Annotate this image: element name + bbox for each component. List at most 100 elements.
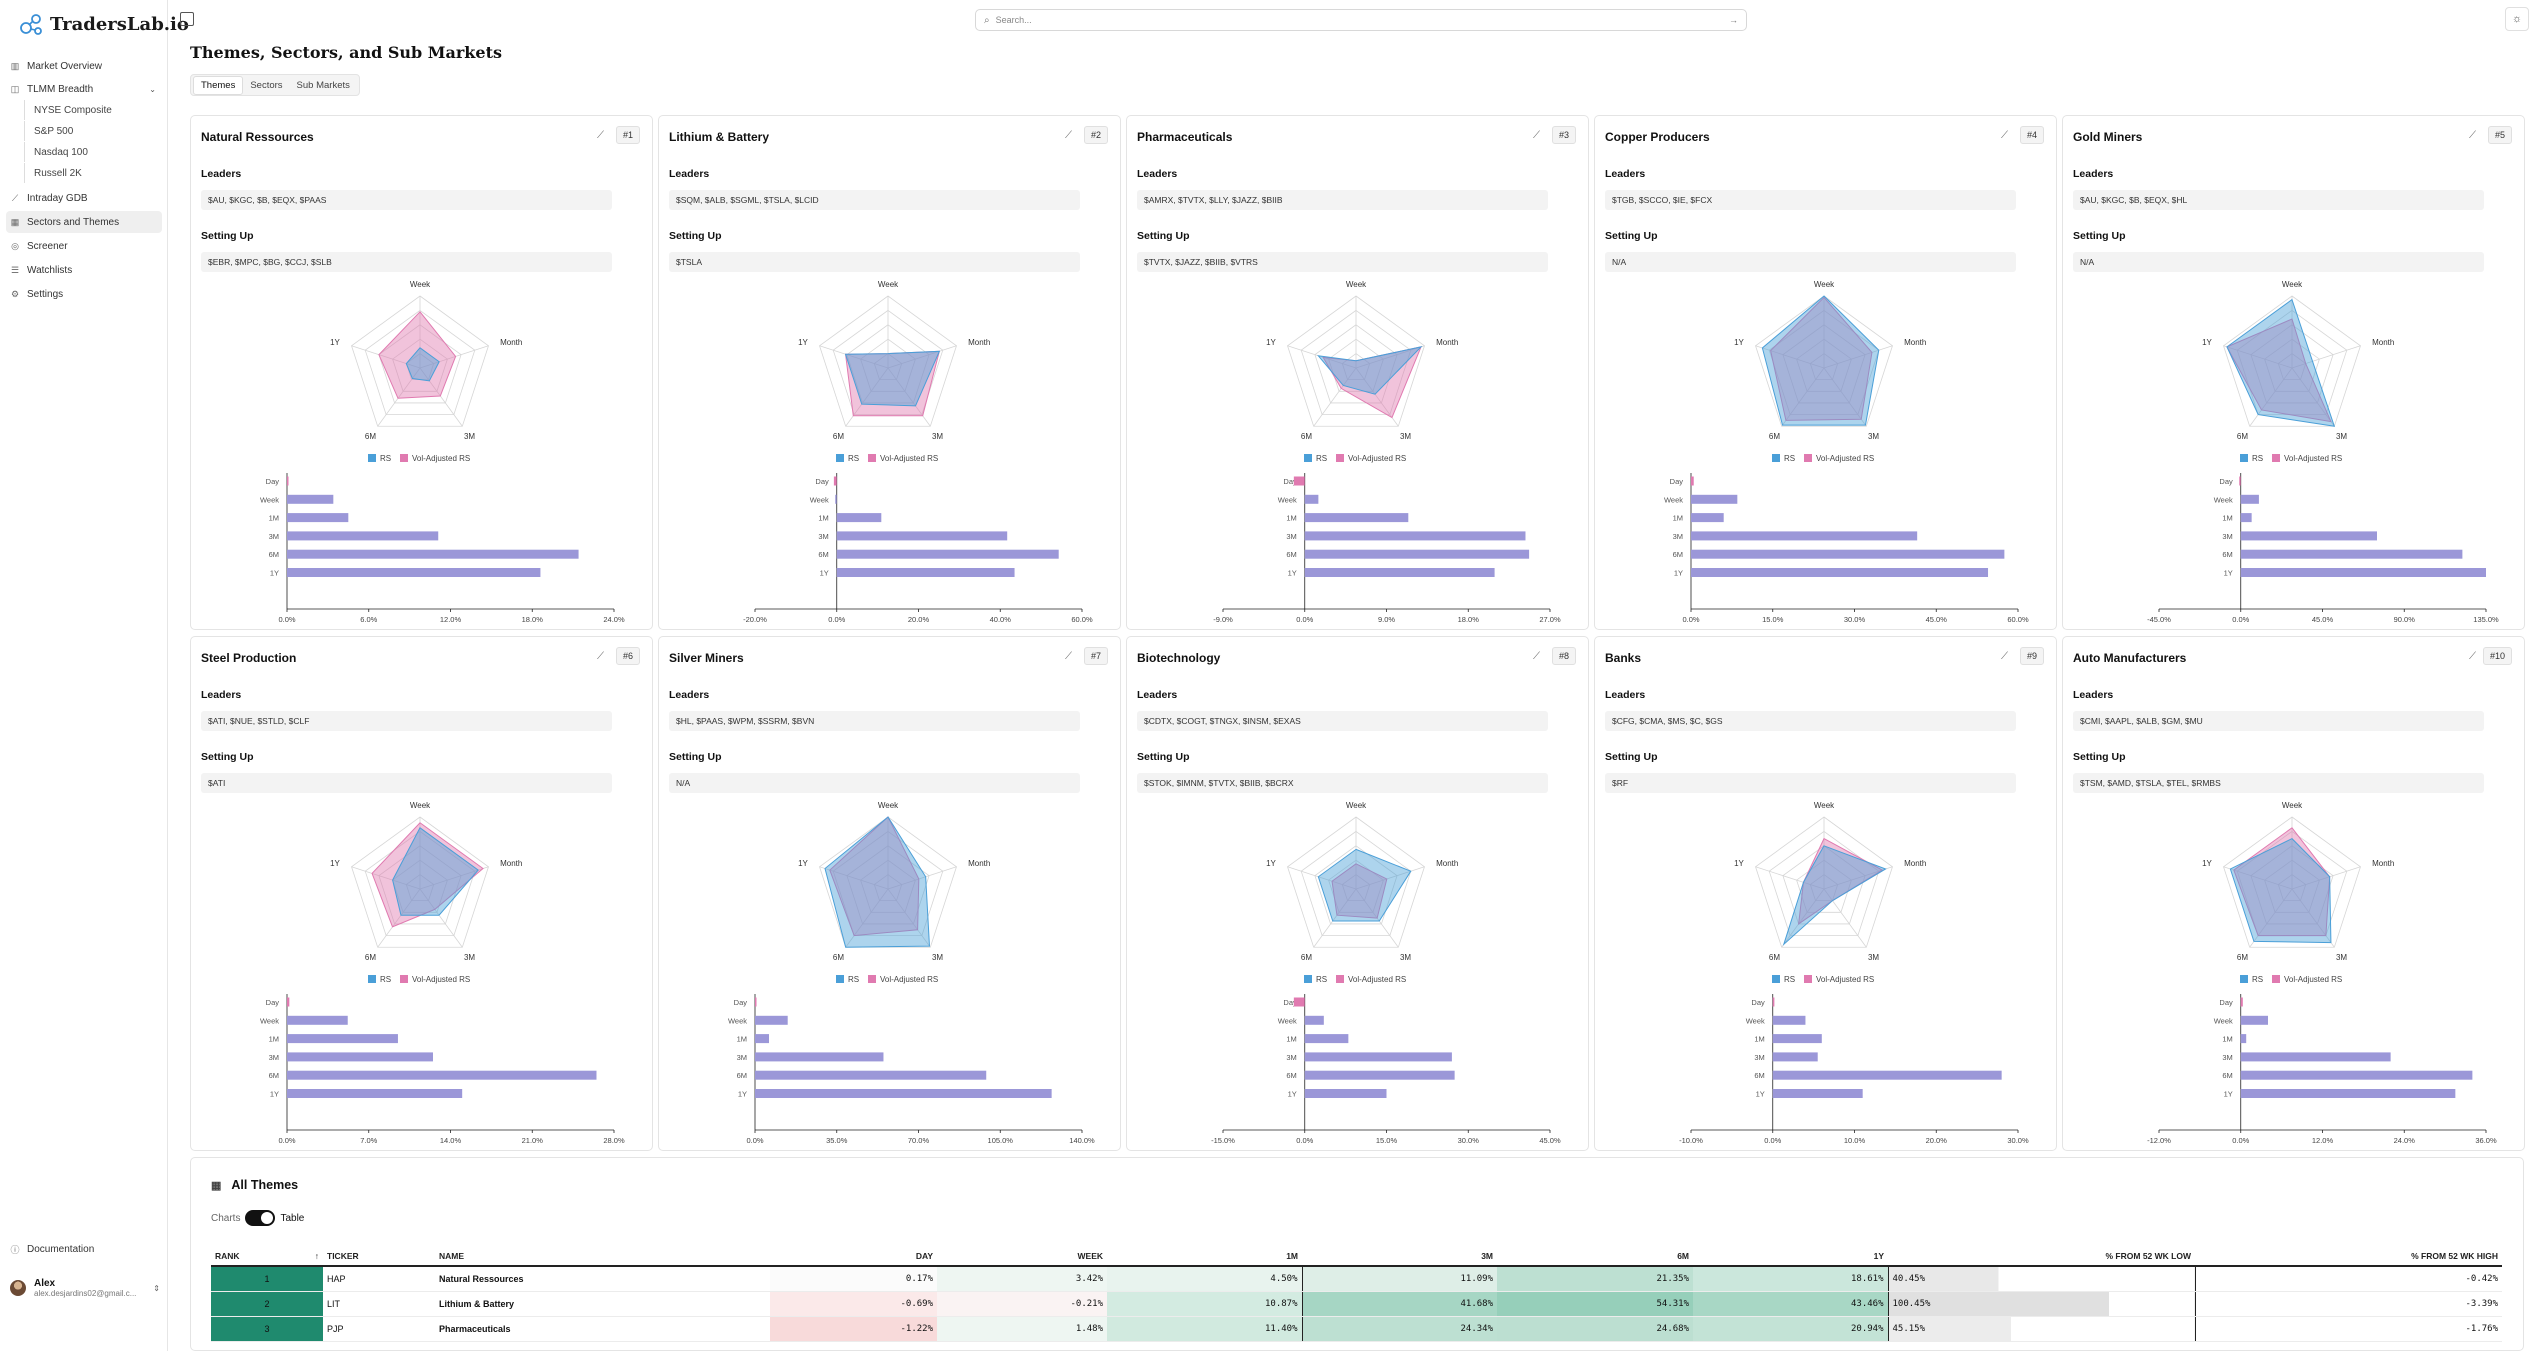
bar-tick-label: 27.0% — [1539, 615, 1561, 624]
line-chart-icon[interactable]: ⟋ — [1065, 651, 1072, 662]
table-row[interactable]: 3 PJP Pharmaceuticals -1.22% 1.48% 11.40… — [211, 1316, 2502, 1342]
column-header-1m[interactable]: 1M — [1107, 1246, 1302, 1267]
sidebar-item-tlmm-breadth[interactable]: ◫ TLMM Breadth ⌄ — [0, 78, 168, 100]
bar-category-label: 1Y — [820, 569, 829, 578]
line-chart-icon[interactable]: ⟋ — [2001, 651, 2008, 662]
line-chart-icon[interactable]: ⟋ — [1533, 651, 1540, 662]
bar-tick-label: 35.0% — [826, 1136, 848, 1145]
day-cell: -1.22% — [770, 1316, 937, 1342]
theme-title: Steel Production — [201, 651, 297, 665]
column-header-from-52wk-low[interactable]: % FROM 52 WK LOW — [1888, 1246, 2195, 1267]
radar-spoke — [819, 345, 889, 369]
radar-axis-label: 6M — [833, 953, 844, 962]
legend-rs-label: RS — [848, 454, 859, 463]
sidebar-item-watchlists[interactable]: ☰ Watchlists — [0, 259, 168, 281]
tab-themes[interactable]: Themes — [193, 75, 244, 95]
m1-cell: 11.40% — [1107, 1316, 1302, 1342]
column-header-rank[interactable]: RANK ↑ — [211, 1246, 323, 1267]
charts-table-toggle[interactable]: Charts Table — [211, 1210, 304, 1226]
tab-sectors[interactable]: Sectors — [250, 79, 283, 91]
bar-category-label: 1Y — [1674, 569, 1683, 578]
column-header-day[interactable]: DAY — [770, 1246, 937, 1267]
layers-icon: ◫ — [10, 83, 20, 94]
bar — [2240, 494, 2259, 504]
radar-grid-ring — [1314, 324, 1398, 404]
bar-tick-label: -10.0% — [1679, 1136, 1703, 1145]
bar-tick-label: 12.0% — [2312, 1136, 2334, 1145]
column-header-name[interactable]: NAME — [435, 1246, 770, 1267]
column-header-ticker[interactable]: TICKER — [323, 1246, 435, 1267]
table-row[interactable]: 2 LIT Lithium & Battery -0.69% -0.21% 10… — [211, 1291, 2502, 1317]
sidebar-item-market-overview[interactable]: ▥ Market Overview — [0, 55, 168, 77]
sidebar-item-label: Market Overview — [27, 60, 103, 72]
radar-rs-series — [392, 827, 479, 916]
app-logo[interactable]: TradersLab.io — [18, 10, 189, 38]
radar-legend: RS Vol-Adjusted RS — [368, 975, 470, 984]
legend-vol-rs-label: Vol-Adjusted RS — [2284, 454, 2342, 463]
radar-vol-rs-series — [1770, 296, 1873, 421]
legend-vol-rs-swatch — [868, 975, 876, 983]
documentation-link[interactable]: ⓘ Documentation — [0, 1238, 168, 1260]
theme-toggle-button[interactable]: ☼ — [2505, 7, 2529, 31]
app-name: TradersLab.io — [50, 13, 189, 35]
radar-grid-ring — [2264, 338, 2320, 392]
line-chart-icon[interactable]: ⟋ — [1533, 130, 1540, 141]
setting-up-label: Setting Up — [2073, 230, 2126, 242]
sidebar-item-intraday-gdb[interactable]: ⟋ Intraday GDB — [0, 187, 168, 209]
high-cell: -3.39% — [2194, 1291, 2502, 1317]
line-chart-icon[interactable]: ⟋ — [1065, 130, 1072, 141]
sidebar-subitem-nyse[interactable]: NYSE Composite — [24, 100, 154, 120]
sidebar-item-sectors-and-themes[interactable]: ▦ Sectors and Themes — [6, 211, 162, 233]
legend-rs-swatch — [1772, 454, 1780, 462]
legend-vol-rs-swatch — [2272, 975, 2280, 983]
line-chart-icon[interactable]: ⟋ — [2469, 130, 2476, 141]
setting-up-label: Setting Up — [201, 230, 254, 242]
line-chart-icon[interactable]: ⟋ — [2469, 651, 2476, 662]
line-chart-icon[interactable]: ⟋ — [597, 130, 604, 141]
m1-cell: 10.87% — [1107, 1291, 1302, 1317]
bar-tick-label: 60.0% — [2007, 615, 2029, 624]
bar — [1691, 549, 2005, 559]
setting-up-label: Setting Up — [1605, 230, 1658, 242]
column-header-1y[interactable]: 1Y — [1693, 1246, 1888, 1267]
column-header-6m[interactable]: 6M — [1497, 1246, 1693, 1267]
radar-grid-ring — [1300, 830, 1412, 936]
bar — [836, 531, 1008, 541]
sidebar-item-screener[interactable]: ◎ Screener — [0, 235, 168, 257]
radar-axis-label: 3M — [932, 432, 943, 441]
sidebar-toggle-icon[interactable] — [180, 12, 194, 26]
low-cell: 45.15% — [1887, 1316, 2195, 1342]
bar-category-label: Day — [734, 998, 748, 1007]
bar-category-label: 3M — [2222, 532, 2232, 541]
radar-grid-ring — [860, 859, 916, 913]
legend-vol-rs-swatch — [1804, 454, 1812, 462]
radar-axis-label: Month — [500, 859, 522, 868]
radar-grid-ring — [405, 874, 435, 902]
rank-badge: #1 — [615, 126, 640, 144]
view-switch[interactable] — [245, 1210, 276, 1226]
radar-axis-label: 1Y — [2202, 859, 2212, 868]
table-row[interactable]: 1 HAP Natural Ressources 0.17% 3.42% 4.5… — [211, 1266, 2502, 1292]
sidebar-subitem-nasdaq100[interactable]: Nasdaq 100 — [24, 142, 154, 162]
user-menu[interactable]: Alex alex.desjardins02@gmail.c... ⇕ — [10, 1273, 160, 1303]
line-chart-icon[interactable]: ⟋ — [2001, 130, 2008, 141]
column-header-from-52wk-high[interactable]: % FROM 52 WK HIGH — [2195, 1246, 2502, 1267]
bar-category-label: 1Y — [2224, 1090, 2233, 1099]
column-header-3m[interactable]: 3M — [1302, 1246, 1497, 1267]
rank-badge: #6 — [615, 647, 640, 665]
line-chart-icon[interactable]: ⟋ — [597, 651, 604, 662]
sidebar-subitem-russell2k[interactable]: Russell 2K — [24, 163, 154, 183]
column-header-week[interactable]: WEEK — [937, 1246, 1107, 1267]
tab-sub-markets[interactable]: Sub Markets — [296, 79, 350, 91]
setting-up-label: Setting Up — [1137, 230, 1190, 242]
documentation-label: Documentation — [27, 1243, 95, 1255]
sidebar-item-settings[interactable]: ⚙ Settings — [0, 283, 168, 305]
bar-category-label: Week — [260, 1016, 279, 1025]
sidebar-subitem-sp500[interactable]: S&P 500 — [24, 121, 154, 141]
search-input[interactable]: ⌕ Search... → — [975, 9, 1747, 31]
bar-category-label: 3M — [1286, 532, 1296, 541]
bar-tick-label: 9.0% — [1378, 615, 1395, 624]
bar-category-label: Day — [1751, 998, 1765, 1007]
setting-up-label: Setting Up — [2073, 751, 2126, 763]
radar-axis-label: 3M — [1868, 432, 1879, 441]
